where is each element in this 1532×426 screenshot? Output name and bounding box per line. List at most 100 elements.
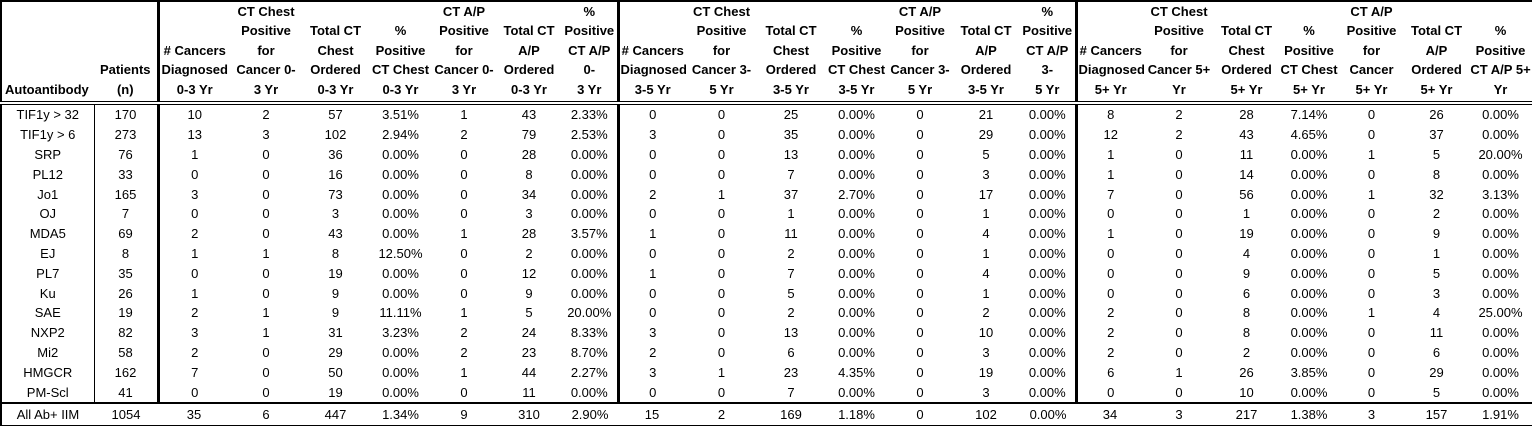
data-cell: 310	[496, 402, 562, 426]
data-cell: 0.00%	[1290, 246, 1328, 261]
data-cell: 11	[1239, 147, 1254, 163]
data-cell: 2	[460, 344, 468, 360]
data-cell: 0	[717, 147, 726, 163]
data-cell: 2	[982, 305, 990, 321]
data-cell: 9	[331, 305, 340, 321]
header-cell-g2-c2: Total CT Chest Ordered 5+ Yr	[1214, 1, 1279, 106]
data-cell: 0.00%	[1290, 186, 1328, 202]
data-cell: 102	[324, 127, 347, 143]
data-cell: 19	[1239, 226, 1254, 242]
data-cell: 3.23%	[382, 325, 419, 341]
data-cell: 5	[1432, 265, 1441, 281]
data-cell: 0.00%	[1028, 344, 1066, 360]
data-cell: 0	[717, 127, 726, 143]
data-cell: 0	[460, 147, 468, 163]
data-cell: 28	[521, 147, 537, 163]
header-cell-g0-c1: CT Chest Positive for Cancer 0- 3 Yr	[230, 1, 302, 106]
data-cell: 2.53%	[570, 127, 608, 143]
data-cell: 0	[916, 344, 924, 360]
row-label: Ku	[1, 283, 95, 303]
patients-cell: 82	[118, 325, 133, 341]
data-cell: 0.00%	[570, 384, 608, 400]
header-cell-g1-c1: CT Chest Positive for Cancer 3- 5 Yr	[686, 1, 757, 106]
data-cell: 0.00%	[1028, 325, 1066, 341]
data-cell: 1	[616, 223, 686, 244]
data-cell: 0.00%	[838, 226, 875, 242]
data-cell: 1	[1242, 206, 1251, 222]
data-cell: 6	[1432, 344, 1441, 360]
data-cell: 0	[1175, 166, 1183, 182]
data-cell: 21	[978, 107, 994, 123]
table-row: Mi2 58 2 0 29 0.00% 2 23 8.70% 2 0 6 0.00% 0 3 0.00% 2 0 2…	[1, 342, 1532, 363]
row-label: PM-Scl	[1, 382, 95, 403]
data-cell: 169	[757, 402, 825, 426]
data-cell: 35	[158, 402, 230, 426]
data-cell: 0	[262, 364, 270, 380]
data-cell: 57	[328, 107, 343, 123]
data-cell: 1	[616, 263, 686, 284]
data-cell: 1	[1074, 144, 1144, 165]
data-cell: 26	[1429, 107, 1444, 123]
data-cell: 2.70%	[838, 186, 875, 202]
data-cell: 9	[331, 285, 340, 301]
data-cell: 0.00%	[1028, 265, 1066, 281]
data-cell: 0.00%	[570, 265, 608, 281]
data-cell: 36	[328, 147, 343, 163]
data-cell: 28	[1239, 107, 1254, 123]
data-cell: 0	[1175, 246, 1183, 261]
data-cell: 0.00%	[1028, 127, 1066, 143]
data-cell: 13	[783, 147, 799, 163]
data-cell: 0	[1367, 325, 1376, 341]
data-cell: 0.00%	[1028, 364, 1066, 380]
data-cell: 2	[460, 325, 468, 341]
data-cell: 0	[616, 103, 686, 125]
patients-cell: 69	[118, 226, 133, 242]
data-cell: 0.00%	[1290, 285, 1328, 301]
patients-cell: 19	[118, 305, 133, 321]
data-cell: 0.00%	[838, 107, 875, 123]
data-cell: 0	[888, 402, 952, 426]
data-cell: 43	[521, 107, 537, 123]
data-cell: 0	[1175, 147, 1183, 163]
data-cell: 0	[916, 246, 924, 261]
data-cell: 34	[521, 186, 537, 202]
data-cell: 29	[978, 127, 994, 143]
data-cell: 2	[1432, 206, 1441, 222]
data-cell: 9	[1432, 226, 1441, 242]
data-cell: 12.50%	[378, 246, 423, 261]
data-cell: 5	[982, 147, 990, 163]
data-cell: 0.00%	[1482, 344, 1519, 360]
data-cell: 0.00%	[1290, 344, 1328, 360]
data-cell: 23	[521, 344, 537, 360]
data-cell: 1	[156, 283, 230, 303]
data-cell: 4	[982, 265, 990, 281]
data-cell: 7	[1074, 184, 1144, 205]
data-cell: 2	[1175, 107, 1183, 123]
data-cell: 102	[952, 402, 1020, 426]
data-cell: 0.00%	[1028, 384, 1066, 400]
data-cell: 0.00%	[838, 265, 875, 281]
data-cell: 3	[525, 206, 533, 222]
header-cell-g0-c2: Total CT Chest Ordered 0-3 Yr	[302, 1, 369, 106]
data-cell: 0	[916, 226, 924, 242]
data-cell: 1	[460, 226, 468, 242]
table-row: PL7 35 0 0 19 0.00% 0 12 0.00% 1 0 7 0.00% 0 4 0.00% 0 0 9…	[1, 263, 1532, 284]
data-cell: 0	[262, 344, 270, 360]
row-label: NXP2	[1, 322, 95, 343]
data-cell: 0.00%	[1028, 285, 1066, 301]
data-cell: 0	[616, 283, 686, 303]
data-cell: 3	[982, 166, 990, 182]
data-cell: 14	[1239, 166, 1254, 182]
data-cell: 1	[460, 364, 468, 380]
data-cell: 1	[1367, 186, 1376, 202]
data-cell: 0.00%	[1482, 166, 1519, 182]
data-cell: 0.00%	[838, 206, 875, 222]
data-cell: 0.00%	[1290, 265, 1328, 281]
data-cell: 0	[460, 186, 468, 202]
data-cell: 8	[331, 246, 340, 261]
data-cell: 0.00%	[382, 206, 419, 222]
header-cell-g1-c5: Total CT A/P Ordered 3-5 Yr	[952, 1, 1020, 106]
data-cell: 0	[262, 206, 270, 222]
table-row: EJ 8 1 1 8 12.50% 0 2 0.00% 0 0 2 0.00% 0 1 0.00% 0 0 4 0.0…	[1, 243, 1532, 264]
